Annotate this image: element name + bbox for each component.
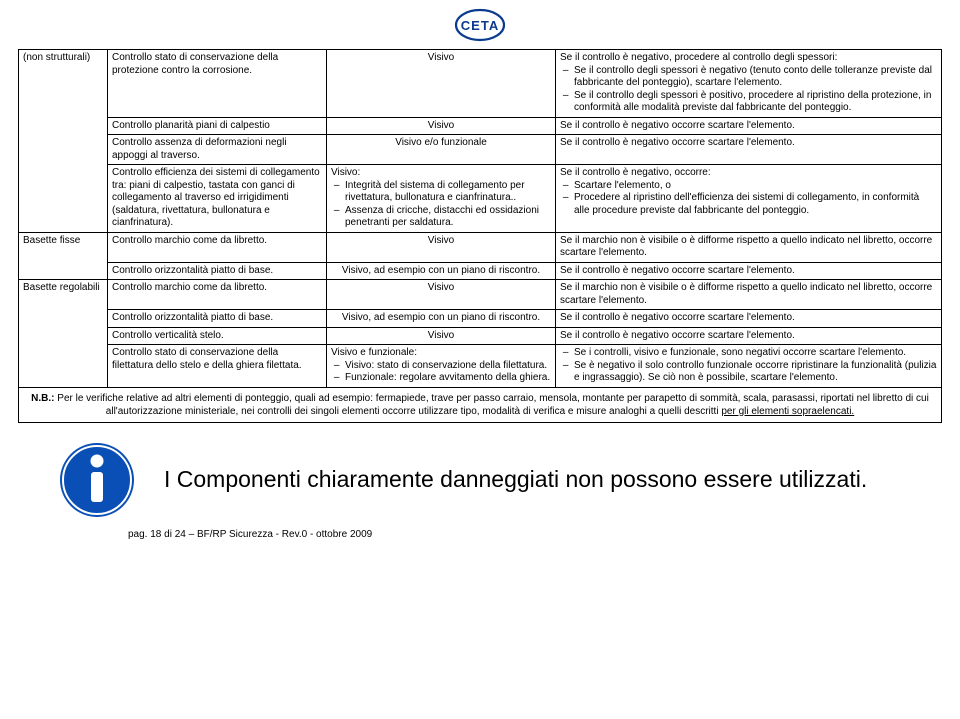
check-desc: Controllo orizzontalità piatto di base. [108,310,327,328]
result-list: Se il controllo degli spessori è negativ… [560,65,937,115]
result-item: Scartare l'elemento, o [574,180,937,193]
check-desc: Controllo stato di conservazione della f… [108,345,327,388]
check-result: Se il controllo è negativo occorre scart… [556,310,942,328]
check-method: Visivo [327,117,556,135]
check-desc: Controllo orizzontalità piatto di base. [108,262,327,280]
check-result: Se il marchio non è visibile o è difform… [556,232,942,262]
method-item: Integrità del sistema di collegamento pe… [345,180,551,205]
check-result: Se il controllo è negativo occorre scart… [556,117,942,135]
check-desc: Controllo marchio come da libretto. [108,280,327,310]
result-item: Procedere al ripristino dell'efficienza … [574,192,937,217]
svg-text:CETA: CETA [461,18,499,33]
category-basette-fisse: Basette fisse [19,232,108,280]
method-list: Visivo: stato di conservazione della fil… [331,360,551,385]
check-result: Se il controllo è negativo occorre scart… [556,135,942,165]
note-label: N.B.: [31,393,54,404]
method-item: Funzionale: regolare avvitamento della g… [345,372,551,385]
mandatory-sign-icon [58,441,136,519]
result-lead: Se il controllo è negativo, occorre: [560,167,711,178]
result-item: Se i controlli, visivo e funzionale, son… [574,347,937,360]
check-method: Visivo, ad esempio con un piano di risco… [327,310,556,328]
page-footer: pag. 18 di 24 – BF/RP Sicurezza - Rev.0 … [128,529,942,540]
result-item: Se il controllo degli spessori è negativ… [574,65,937,90]
result-item: Se è negativo il solo controllo funziona… [574,360,937,385]
warning-text: I Componenti chiaramente danneggiati non… [164,466,867,493]
method-item: Visivo: stato di conservazione della fil… [345,360,551,373]
page: CETA (non strutturali) Controllo stato d… [0,0,960,550]
note-body-2: per gli elementi sopraelencati. [721,406,854,417]
result-intro: Se il controllo è negativo, procedere al… [560,52,837,63]
check-desc: Controllo marchio come da libretto. [108,232,327,262]
check-result: Se il controllo è negativo occorre scart… [556,327,942,345]
check-result: Se il controllo è negativo occorre scart… [556,262,942,280]
check-desc: Controllo stato di conservazione della p… [108,50,327,118]
method-item: Assenza di cricche, distacchi ed ossidaz… [345,205,551,230]
category-non-strutturali: (non strutturali) [19,50,108,233]
result-item: Se il controllo degli spessori è positiv… [574,90,937,115]
warning-row: I Componenti chiaramente danneggiati non… [18,441,942,519]
check-desc: Controllo verticalità stelo. [108,327,327,345]
result-list: Scartare l'elemento, o Procedere al ripr… [560,180,937,218]
check-result: Se il marchio non è visibile o è difform… [556,280,942,310]
method-lead: Visivo: [331,167,360,178]
result-list: Se i controlli, visivo e funzionale, son… [560,347,937,385]
check-method: Visivo [327,327,556,345]
check-result: Se il controllo è negativo, occorre: Sca… [556,165,942,233]
check-method: Visivo [327,50,556,118]
check-method: Visivo, ad esempio con un piano di risco… [327,262,556,280]
logo-wrap: CETA [18,8,942,45]
check-method: Visivo [327,280,556,310]
check-method: Visivo: Integrità del sistema di collega… [327,165,556,233]
check-result: Se i controlli, visivo e funzionale, son… [556,345,942,388]
method-lead: Visivo e funzionale: [331,347,417,358]
inspection-table: (non strutturali) Controllo stato di con… [18,49,942,423]
check-method: Visivo e/o funzionale [327,135,556,165]
category-basette-regolabili: Basette regolabili [19,280,108,388]
note-row: N.B.: Per le verifiche relative ad altri… [19,387,942,422]
brand-logo: CETA [454,8,506,42]
check-method: Visivo [327,232,556,262]
check-method: Visivo e funzionale: Visivo: stato di co… [327,345,556,388]
method-list: Integrità del sistema di collegamento pe… [331,180,551,230]
check-desc: Controllo efficienza dei sistemi di coll… [108,165,327,233]
check-desc: Controllo planarità piani di calpestio [108,117,327,135]
check-result: Se il controllo è negativo, procedere al… [556,50,942,118]
note-text: N.B.: Per le verifiche relative ad altri… [23,390,937,420]
check-desc: Controllo assenza di deformazioni negli … [108,135,327,165]
